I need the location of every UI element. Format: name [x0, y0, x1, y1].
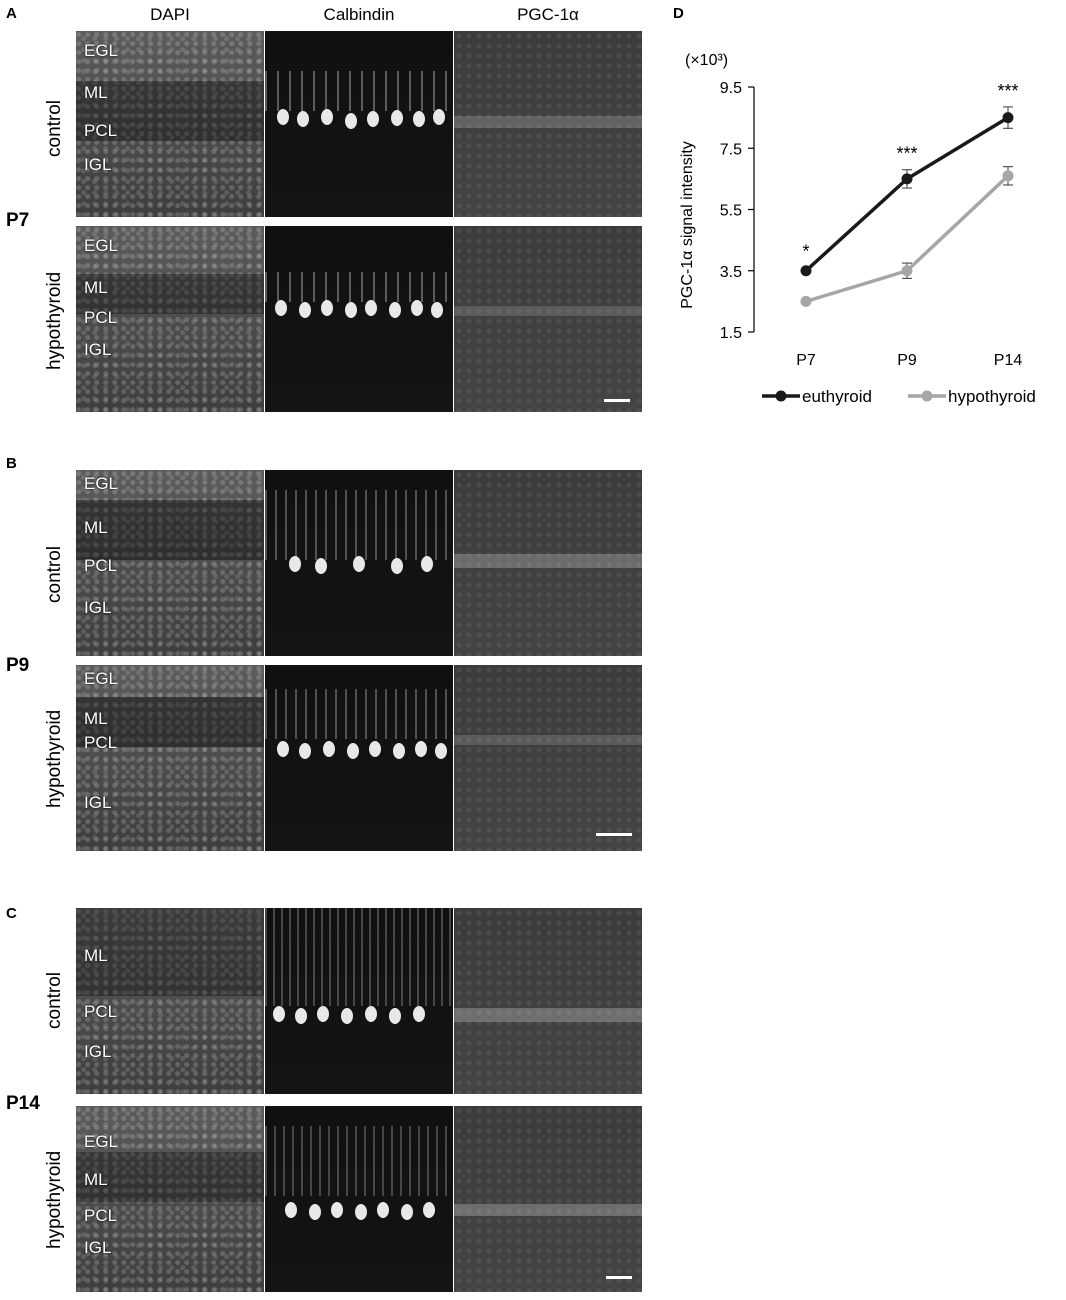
condition-label-hypothyroid: hypothyroid: [44, 271, 65, 370]
series-line-hypothyroid: [805, 174, 1010, 304]
layer-label-igl: IGL: [84, 793, 112, 812]
significance-marker: ***: [896, 144, 917, 164]
x-tick-label: P9: [897, 352, 917, 369]
micrograph-pgc1a: [454, 908, 642, 1094]
layer-label-egl: EGL: [84, 669, 119, 688]
layer-label-igl: IGL: [84, 598, 112, 617]
condition-label-hypothyroid: hypothyroid: [44, 709, 65, 808]
series-line-euthyroid: [804, 116, 1009, 273]
layer-label-egl: EGL: [84, 236, 119, 255]
y-axis-unit: (×10³): [685, 52, 728, 69]
layer-label-ml: ML: [84, 83, 108, 102]
micrograph-calbindin: [265, 31, 453, 217]
panel-label-d: D: [673, 5, 684, 22]
panel-label-a: A: [6, 5, 17, 22]
micrograph-pgc1a: [454, 665, 642, 851]
significance-marker: *: [802, 242, 809, 262]
data-point-hypothyroid: [901, 265, 913, 277]
y-axis-label: PGC-1α signal intensity: [679, 141, 696, 309]
data-point-hypothyroid: [800, 295, 812, 307]
stage-label-p7: P7: [6, 210, 30, 231]
micrograph-calbindin: [265, 470, 453, 656]
y-tick-label: 3.5: [720, 264, 742, 281]
legend-label-hypothyroid: hypothyroid: [948, 387, 1036, 406]
condition-label-control: control: [44, 99, 65, 157]
panel-label-c: C: [6, 905, 17, 922]
layer-label-igl: IGL: [84, 340, 112, 359]
micrograph-pgc1a: [454, 1106, 642, 1292]
data-point-euthyroid: [901, 173, 913, 185]
data-point-euthyroid: [800, 265, 812, 277]
layer-label-pcl: PCL: [84, 1002, 118, 1021]
micrograph-dapi: ML PCL IGL: [76, 908, 264, 1094]
layer-label-pcl: PCL: [84, 1206, 118, 1225]
micrograph-calbindin: [265, 226, 453, 412]
scale-bar: [604, 399, 630, 402]
data-point-hypothyroid: [1002, 170, 1014, 182]
y-tick-label: 1.5: [720, 325, 742, 342]
micrograph-calbindin: [265, 665, 453, 851]
layer-label-ml: ML: [84, 518, 108, 537]
micrograph-dapi: EGL ML PCL IGL: [76, 470, 264, 656]
significance-marker: ***: [997, 81, 1018, 101]
stage-label-p9: P9: [6, 655, 30, 676]
column-header-pgc1a: PGC-1α: [517, 5, 579, 24]
layer-label-igl: IGL: [84, 1238, 112, 1257]
micrograph-dapi: EGL ML PCL IGL: [76, 1106, 264, 1292]
micrograph-pgc1a: [454, 470, 642, 656]
layer-label-ml: ML: [84, 1170, 108, 1189]
column-header-calbindin: Calbindin: [323, 5, 395, 24]
legend-marker-euthyroid: [775, 390, 787, 402]
scale-bar: [596, 833, 632, 836]
micrograph-dapi: EGL ML PCL IGL: [76, 665, 264, 851]
micrograph-dapi: EGL ML PCL IGL: [76, 31, 264, 217]
micrograph-dapi: EGL ML PCL IGL: [76, 226, 264, 412]
condition-label-control: control: [44, 971, 65, 1029]
y-tick-label: 7.5: [720, 141, 742, 158]
legend-marker-hypothyroid: [921, 390, 933, 402]
micrograph-calbindin: [265, 1106, 453, 1292]
layer-label-pcl: PCL: [84, 308, 118, 327]
layer-label-igl: IGL: [84, 1042, 112, 1061]
line-chart: (×10³) PGC-1α signal intensity 9.5 7.5 5.5…: [679, 52, 1036, 406]
layer-label-pcl: PCL: [84, 733, 118, 752]
micrograph-calbindin: [265, 908, 453, 1094]
layer-label-ml: ML: [84, 278, 108, 297]
x-tick-label: P14: [994, 352, 1023, 369]
layer-label-ml: ML: [84, 946, 108, 965]
scale-bar: [606, 1276, 632, 1279]
column-header-dapi: DAPI: [150, 5, 190, 24]
layer-label-egl: EGL: [84, 41, 119, 60]
layer-label-pcl: PCL: [84, 556, 118, 575]
micrograph-pgc1a: [454, 31, 642, 217]
micrograph-pgc1a: [454, 226, 642, 412]
layer-label-egl: EGL: [84, 474, 119, 493]
condition-label-control: control: [44, 545, 65, 603]
x-tick-label: P7: [796, 352, 816, 369]
legend-label-euthyroid: euthyroid: [802, 387, 872, 406]
y-tick-label: 5.5: [720, 203, 742, 220]
y-tick-label: 9.5: [720, 80, 742, 97]
layer-label-egl: EGL: [84, 1132, 119, 1151]
layer-label-ml: ML: [84, 709, 108, 728]
layer-label-pcl: PCL: [84, 121, 118, 140]
layer-label-igl: IGL: [84, 155, 112, 174]
data-point-euthyroid: [1002, 112, 1014, 124]
condition-label-hypothyroid: hypothyroid: [44, 1150, 65, 1249]
panel-label-b: B: [6, 455, 17, 472]
stage-label-p14: P14: [6, 1093, 40, 1114]
